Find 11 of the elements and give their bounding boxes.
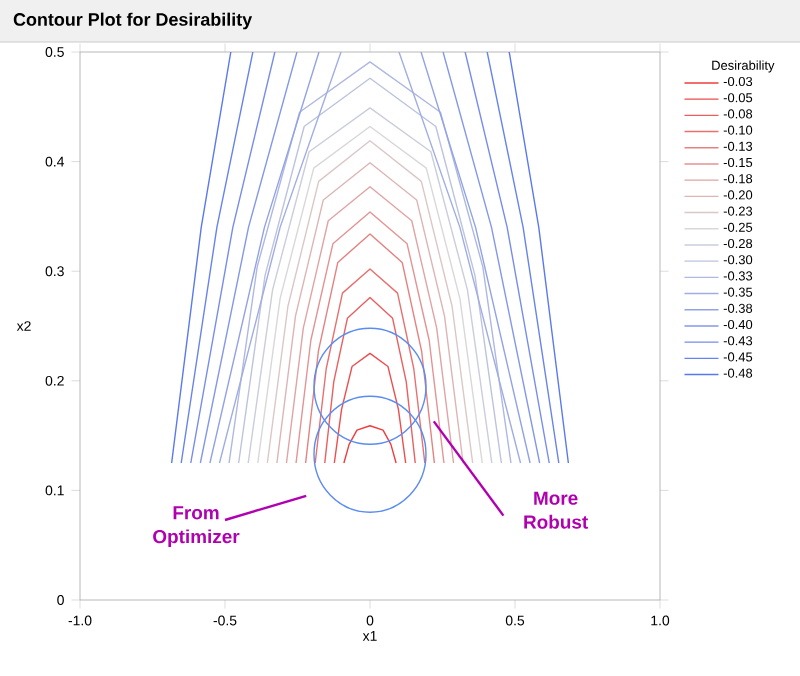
line-series (314, 268, 426, 464)
line-series (304, 233, 436, 464)
line-series (285, 186, 455, 464)
line-series (295, 211, 445, 464)
annotation: More Robust (524, 491, 588, 529)
line-series (324, 296, 416, 464)
line-series (333, 352, 407, 464)
line-series (343, 425, 397, 464)
chart-title: Contour Plot for Desirability (13, 12, 253, 30)
annotation: From Optimizer (153, 506, 240, 548)
line-series (276, 162, 464, 464)
